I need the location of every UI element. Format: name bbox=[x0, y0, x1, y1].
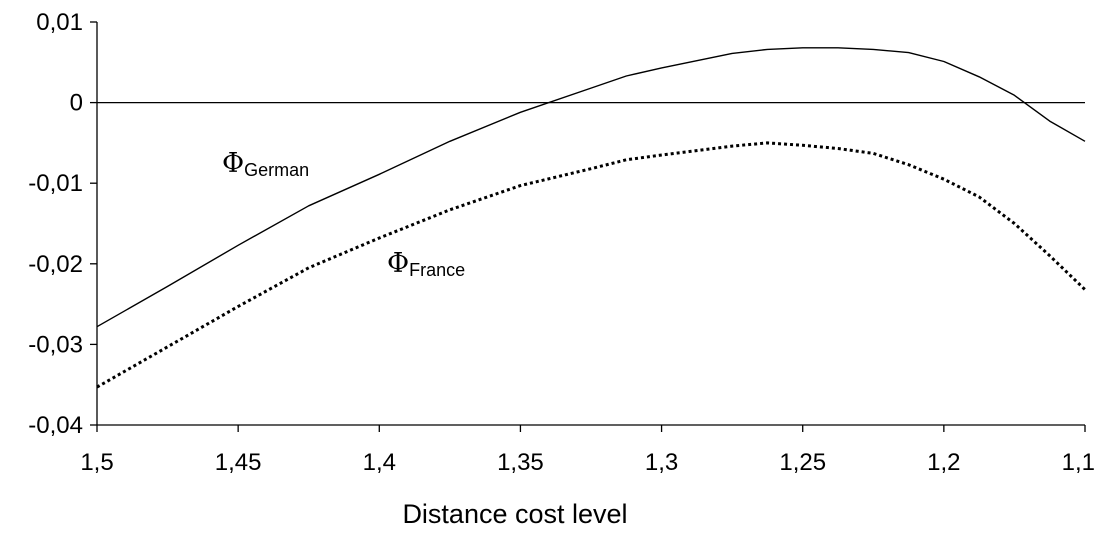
x-tick-label: 1,5 bbox=[80, 449, 113, 476]
x-axis-title: Distance cost level bbox=[402, 499, 627, 529]
series-label-france: ΦFrance bbox=[387, 248, 465, 280]
axes bbox=[90, 21, 1086, 432]
y-tick-label: 0,01 bbox=[36, 9, 83, 36]
series-line-france bbox=[96, 141, 1087, 389]
x-tick-label: 1,4 bbox=[363, 449, 396, 476]
y-tick-label: -0,04 bbox=[28, 412, 83, 439]
x-tick-label: 1,2 bbox=[927, 449, 960, 476]
y-tick-label: 0 bbox=[70, 90, 83, 117]
series-label-france-symbol: Φ bbox=[387, 248, 409, 279]
x-tick-label: 1,3 bbox=[645, 449, 678, 476]
y-tick-label: -0,02 bbox=[28, 251, 83, 278]
series-label-german-name: German bbox=[244, 160, 309, 180]
x-tick-label: 1,45 bbox=[215, 449, 262, 476]
x-tick-label: 1,15 bbox=[1062, 449, 1095, 476]
series-labels: ΦGerman ΦFrance bbox=[222, 148, 465, 280]
series-layer bbox=[96, 47, 1087, 389]
y-tick-label: -0,01 bbox=[28, 170, 83, 197]
x-tick-label: 1,25 bbox=[779, 449, 826, 476]
series-line-german bbox=[96, 47, 1086, 328]
series-label-german-symbol: Φ bbox=[222, 148, 244, 179]
x-tick-label: 1,35 bbox=[497, 449, 544, 476]
y-tick-label: -0,03 bbox=[28, 331, 83, 358]
series-label-france-name: France bbox=[409, 260, 465, 280]
tick-labels: 0,01 0 -0,01 -0,02 -0,03 -0,04 1,5 1,45 1,4 1,35 1… bbox=[28, 9, 1095, 476]
series-label-german: ΦGerman bbox=[222, 148, 309, 180]
